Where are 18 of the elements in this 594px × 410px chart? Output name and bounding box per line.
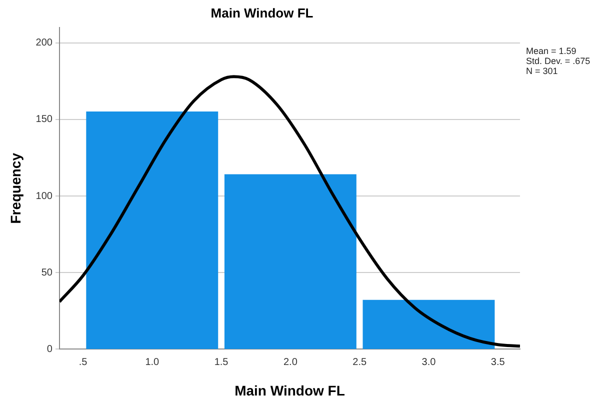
y-tick-label: 50 [41, 267, 53, 278]
x-tick-label: .5 [78, 356, 88, 368]
x-tick-label: 3.5 [490, 356, 506, 368]
text: N = 301 [526, 66, 559, 76]
x-tick-label: 1.5 [214, 356, 229, 368]
x-tick-label: 2.0 [283, 356, 298, 368]
x-tick-label: 1.0 [145, 356, 160, 368]
y-axis-title: Frequency [7, 152, 24, 224]
text: Std. Dev. = .675 [526, 56, 590, 66]
x-tick-label: 2.5 [352, 356, 367, 368]
y-tick-label: 0 [46, 344, 53, 355]
text: Mean = 1.59 [526, 46, 578, 56]
y-tick-label: 150 [36, 114, 53, 126]
y-tick-label: 100 [36, 190, 53, 202]
x-tick-label: 3.0 [422, 356, 436, 368]
y-tick-label: 200 [36, 38, 53, 49]
chart-title: Main Window FL [210, 5, 314, 20]
x-axis-title: Main Window FL [234, 382, 346, 398]
